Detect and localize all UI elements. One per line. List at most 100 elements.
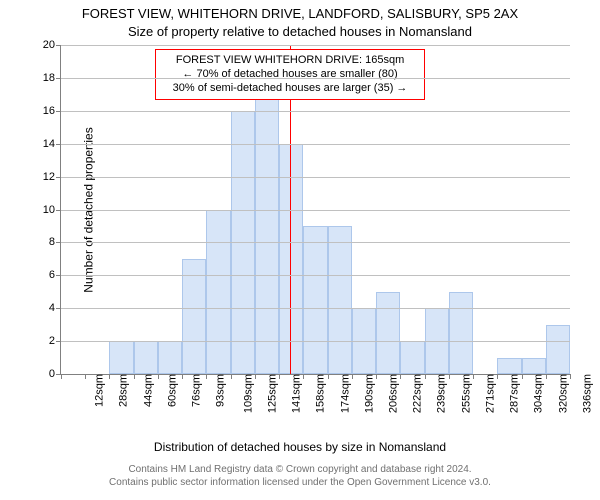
x-tick-mark bbox=[449, 374, 450, 379]
y-tick-label: 4 bbox=[25, 302, 55, 314]
x-tick-label: 239sqm bbox=[436, 374, 448, 413]
gridline bbox=[61, 78, 570, 79]
y-tick-mark bbox=[56, 78, 61, 79]
x-tick-mark bbox=[522, 374, 523, 379]
bar bbox=[400, 341, 424, 374]
y-tick-label: 20 bbox=[25, 39, 55, 51]
x-tick-label: 28sqm bbox=[118, 374, 130, 407]
x-tick-label: 141sqm bbox=[291, 374, 303, 413]
x-tick-mark bbox=[570, 374, 571, 379]
x-tick-label: 158sqm bbox=[315, 374, 327, 413]
y-tick-mark bbox=[56, 111, 61, 112]
gridline bbox=[61, 45, 570, 46]
bar bbox=[497, 358, 521, 374]
x-tick-label: 12sqm bbox=[94, 374, 106, 407]
gridline bbox=[61, 308, 570, 309]
x-tick-label: 222sqm bbox=[412, 374, 424, 413]
bar bbox=[206, 210, 230, 375]
y-tick-label: 6 bbox=[25, 269, 55, 281]
x-tick-label: 174sqm bbox=[339, 374, 351, 413]
x-tick-label: 320sqm bbox=[557, 374, 569, 413]
y-tick-label: 14 bbox=[25, 138, 55, 150]
bar bbox=[303, 226, 327, 374]
y-tick-label: 10 bbox=[25, 204, 55, 216]
y-tick-label: 12 bbox=[25, 171, 55, 183]
bar bbox=[546, 325, 570, 374]
y-tick-mark bbox=[56, 210, 61, 211]
annotation-line-3: 30% of semi-detached houses are larger (… bbox=[162, 82, 418, 96]
gridline bbox=[61, 341, 570, 342]
bar bbox=[449, 292, 473, 374]
x-tick-mark bbox=[473, 374, 474, 379]
chart-title: FOREST VIEW, WHITEHORN DRIVE, LANDFORD, … bbox=[0, 6, 600, 21]
chart-container: FOREST VIEW, WHITEHORN DRIVE, LANDFORD, … bbox=[0, 0, 600, 500]
x-tick-mark bbox=[231, 374, 232, 379]
annotation-line-1: FOREST VIEW WHITEHORN DRIVE: 165sqm bbox=[162, 54, 418, 68]
x-tick-mark bbox=[206, 374, 207, 379]
x-tick-mark bbox=[400, 374, 401, 379]
x-tick-mark bbox=[255, 374, 256, 379]
x-tick-label: 336sqm bbox=[581, 374, 593, 413]
x-tick-mark bbox=[303, 374, 304, 379]
y-tick-mark bbox=[56, 45, 61, 46]
bar bbox=[134, 341, 158, 374]
x-tick-mark bbox=[182, 374, 183, 379]
x-tick-mark bbox=[85, 374, 86, 379]
x-tick-label: 76sqm bbox=[191, 374, 203, 407]
x-tick-label: 44sqm bbox=[142, 374, 154, 407]
x-tick-mark bbox=[279, 374, 280, 379]
x-tick-mark bbox=[546, 374, 547, 379]
y-tick-label: 0 bbox=[25, 368, 55, 380]
bar bbox=[328, 226, 352, 374]
x-tick-mark bbox=[497, 374, 498, 379]
x-tick-label: 125sqm bbox=[266, 374, 278, 413]
gridline bbox=[61, 144, 570, 145]
plot-area: FOREST VIEW WHITEHORN DRIVE: 165sqm ← 70… bbox=[60, 45, 570, 375]
footer: Contains HM Land Registry data © Crown c… bbox=[0, 463, 600, 489]
y-tick-label: 8 bbox=[25, 236, 55, 248]
bar bbox=[376, 292, 400, 374]
x-tick-label: 287sqm bbox=[509, 374, 521, 413]
y-tick-mark bbox=[56, 144, 61, 145]
y-tick-mark bbox=[56, 242, 61, 243]
footer-line-2: Contains public sector information licen… bbox=[0, 476, 600, 489]
x-axis-label: Distribution of detached houses by size … bbox=[0, 440, 600, 454]
x-tick-mark bbox=[158, 374, 159, 379]
x-tick-mark bbox=[376, 374, 377, 379]
annotation-line-2: ← 70% of detached houses are smaller (80… bbox=[162, 68, 418, 82]
x-tick-label: 304sqm bbox=[533, 374, 545, 413]
gridline bbox=[61, 111, 570, 112]
x-tick-label: 93sqm bbox=[215, 374, 227, 407]
y-tick-mark bbox=[56, 275, 61, 276]
x-tick-label: 271sqm bbox=[484, 374, 496, 413]
x-tick-label: 255sqm bbox=[460, 374, 472, 413]
bar bbox=[522, 358, 546, 374]
annotation-box: FOREST VIEW WHITEHORN DRIVE: 165sqm ← 70… bbox=[155, 49, 425, 100]
y-tick-label: 2 bbox=[25, 335, 55, 347]
bar bbox=[255, 78, 279, 374]
y-tick-mark bbox=[56, 177, 61, 178]
x-tick-mark bbox=[425, 374, 426, 379]
bar bbox=[109, 341, 133, 374]
x-tick-label: 60sqm bbox=[166, 374, 178, 407]
y-tick-label: 16 bbox=[25, 105, 55, 117]
x-tick-mark bbox=[109, 374, 110, 379]
x-tick-mark bbox=[134, 374, 135, 379]
x-tick-mark bbox=[61, 374, 62, 379]
gridline bbox=[61, 275, 570, 276]
gridline bbox=[61, 210, 570, 211]
x-tick-label: 206sqm bbox=[388, 374, 400, 413]
chart-subtitle: Size of property relative to detached ho… bbox=[0, 24, 600, 39]
y-tick-mark bbox=[56, 308, 61, 309]
y-tick-mark bbox=[56, 341, 61, 342]
footer-line-1: Contains HM Land Registry data © Crown c… bbox=[0, 463, 600, 476]
bar bbox=[279, 144, 303, 374]
x-tick-label: 190sqm bbox=[363, 374, 375, 413]
x-tick-mark bbox=[328, 374, 329, 379]
gridline bbox=[61, 177, 570, 178]
y-tick-label: 18 bbox=[25, 72, 55, 84]
x-tick-mark bbox=[352, 374, 353, 379]
gridline bbox=[61, 242, 570, 243]
x-tick-label: 109sqm bbox=[242, 374, 254, 413]
bar bbox=[158, 341, 182, 374]
